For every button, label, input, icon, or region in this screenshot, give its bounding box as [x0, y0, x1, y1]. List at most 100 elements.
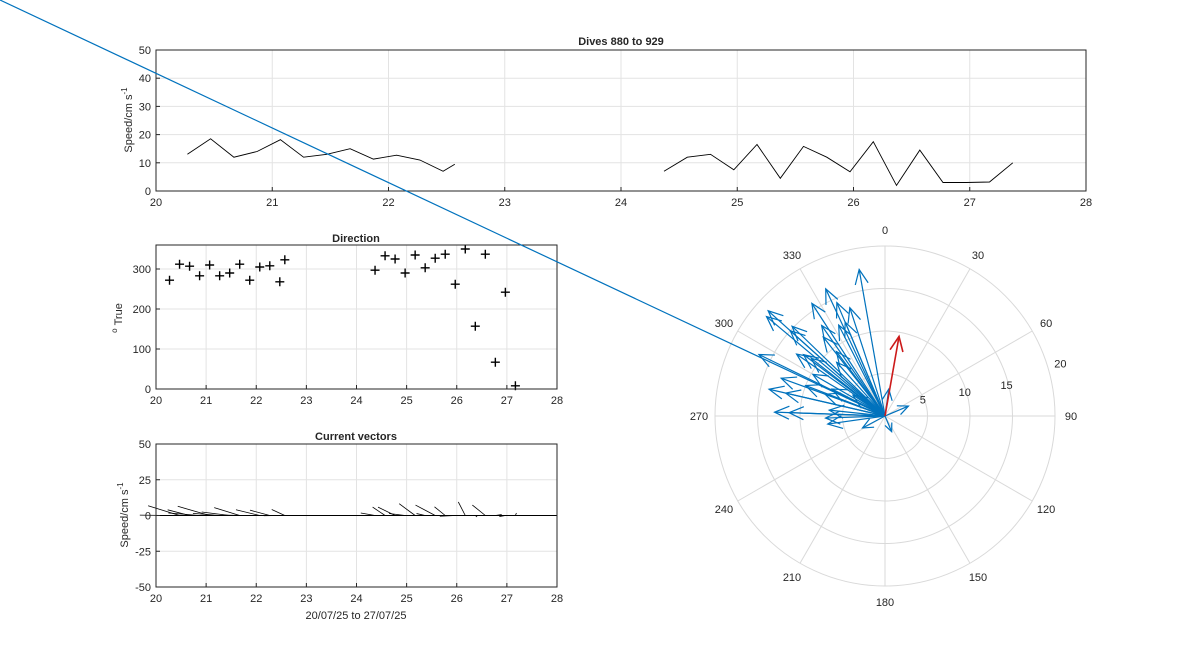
- vectors-title: Current vectors: [315, 431, 397, 443]
- polar-current-arrow: [825, 287, 886, 417]
- polar-current-arrow: [827, 404, 886, 419]
- direction-ytick-label: 100: [133, 344, 151, 356]
- vectors-xtick-label: 21: [200, 593, 212, 605]
- current-vector: [147, 505, 180, 516]
- polar-angle-label: 0: [882, 225, 888, 237]
- current-vector: [168, 512, 200, 516]
- direction-point: [450, 279, 460, 289]
- vectors-xtick-label: 22: [250, 593, 262, 605]
- speed-xtick-label: 26: [847, 197, 859, 209]
- current-vector: [434, 506, 446, 516]
- polar-angle-label: 180: [876, 597, 894, 609]
- speed-xtick-label: 27: [964, 197, 976, 209]
- vectors-xtick-label: 20: [150, 593, 162, 605]
- polar-current-arrow: [847, 306, 886, 417]
- polar-current-arrow: [820, 324, 886, 417]
- vectors-xtick-label: 25: [401, 593, 413, 605]
- polar-current-arrow: [765, 315, 886, 417]
- polar-spoke: [884, 330, 1033, 417]
- direction-point: [440, 249, 450, 259]
- vectors-ytick-label: 50: [139, 439, 151, 451]
- direction-point: [235, 259, 245, 269]
- polar-radius-label: 10: [959, 387, 971, 399]
- current-vector: [271, 509, 285, 516]
- vectors-xtick-label: 26: [451, 593, 463, 605]
- polar-angle-label: 270: [690, 411, 708, 423]
- polar-current-arrow: [791, 325, 886, 417]
- polar-current-arrow: [0, 0, 886, 417]
- polar-current-arrow: [854, 268, 886, 417]
- direction-point: [195, 271, 205, 281]
- polar-current-arrow: [884, 415, 893, 434]
- speed-xtick-label: 23: [499, 197, 511, 209]
- vectors-panel: 20 21 22 23 24 25 26 27 28 -50 -25 0 25 50 Current ve…: [116, 431, 563, 622]
- direction-panel: 20 21 22 23 24 25 26 27 28 0 100 200 300 Direction o…: [110, 233, 563, 407]
- polar-angle-label: 120: [1037, 504, 1055, 516]
- direction-xtick-label: 21: [200, 395, 212, 407]
- polar-spoke: [799, 268, 886, 417]
- direction-point: [480, 249, 490, 259]
- speed-series-line: [663, 140, 1014, 187]
- vectors-xlabel: 20/07/25 to 27/07/25: [306, 610, 407, 622]
- direction-point: [175, 259, 185, 269]
- speed-ytick-label: 30: [139, 101, 151, 113]
- speed-ylabel: Speed/cm s-1: [120, 87, 135, 153]
- speed-series-line: [187, 138, 456, 172]
- current-vector: [398, 503, 416, 516]
- direction-title: Direction: [332, 233, 380, 245]
- direction-point: [255, 262, 265, 272]
- vectors-xtick-label: 24: [350, 593, 362, 605]
- polar-current-arrow: [804, 384, 886, 417]
- current-vector: [214, 507, 240, 516]
- polar-angle-label: 210: [783, 572, 801, 584]
- speed-xtick-label: 22: [382, 197, 394, 209]
- current-vector: [416, 513, 426, 516]
- vectors-ytick-label: -50: [135, 582, 151, 594]
- speed-ytick-label: 0: [145, 186, 151, 198]
- direction-ytick-label: 0: [145, 384, 151, 396]
- direction-point: [420, 263, 430, 273]
- polar-angle-label: 30: [972, 250, 984, 262]
- vectors-xtick-label: 23: [300, 593, 312, 605]
- polar-angle-label: 330: [783, 250, 801, 262]
- polar-spoke: [884, 415, 1033, 502]
- polar-radius-label: 5: [920, 395, 926, 407]
- polar-angle-label: 300: [715, 318, 733, 330]
- direction-point: [165, 275, 175, 285]
- current-vector: [475, 515, 478, 518]
- vectors-ytick-label: 0: [145, 511, 151, 523]
- direction-point: [245, 275, 255, 285]
- polar-radius-label: 15: [1000, 380, 1012, 392]
- current-vector: [472, 504, 486, 516]
- current-vector: [495, 514, 502, 516]
- speed-xtick-label: 28: [1080, 197, 1092, 209]
- direction-point: [225, 268, 235, 278]
- direction-point: [215, 271, 225, 281]
- current-vector: [249, 509, 270, 516]
- polar-current-arrow: [835, 301, 886, 417]
- vectors-ylabel: Speed/cm s-1: [116, 482, 131, 548]
- speed-xtick-label: 21: [266, 197, 278, 209]
- polar-spoke: [884, 268, 971, 417]
- direction-ytick-label: 200: [133, 304, 151, 316]
- speed-ytick-label: 10: [139, 158, 151, 170]
- polar-mean-arrow: [884, 334, 904, 417]
- polar-current-arrow: [810, 357, 886, 417]
- direction-point: [460, 244, 470, 254]
- current-vector: [388, 513, 406, 516]
- polar-current-arrow: [861, 415, 886, 429]
- direction-ylabel: oTrue: [110, 303, 125, 333]
- polar-current-arrow: [826, 415, 886, 430]
- direction-point: [370, 265, 380, 275]
- current-vector: [372, 506, 386, 516]
- polar-current-arrow: [884, 405, 910, 417]
- direction-point: [400, 268, 410, 278]
- polar-current-arrow: [811, 302, 886, 417]
- direction-xtick-label: 23: [300, 395, 312, 407]
- polar-current-arrow: [811, 373, 886, 417]
- polar-spoke: [799, 415, 886, 564]
- current-vector: [415, 504, 436, 516]
- direction-xtick-label: 27: [501, 395, 513, 407]
- speed-ytick-label: 20: [139, 130, 151, 142]
- direction-point: [410, 250, 420, 260]
